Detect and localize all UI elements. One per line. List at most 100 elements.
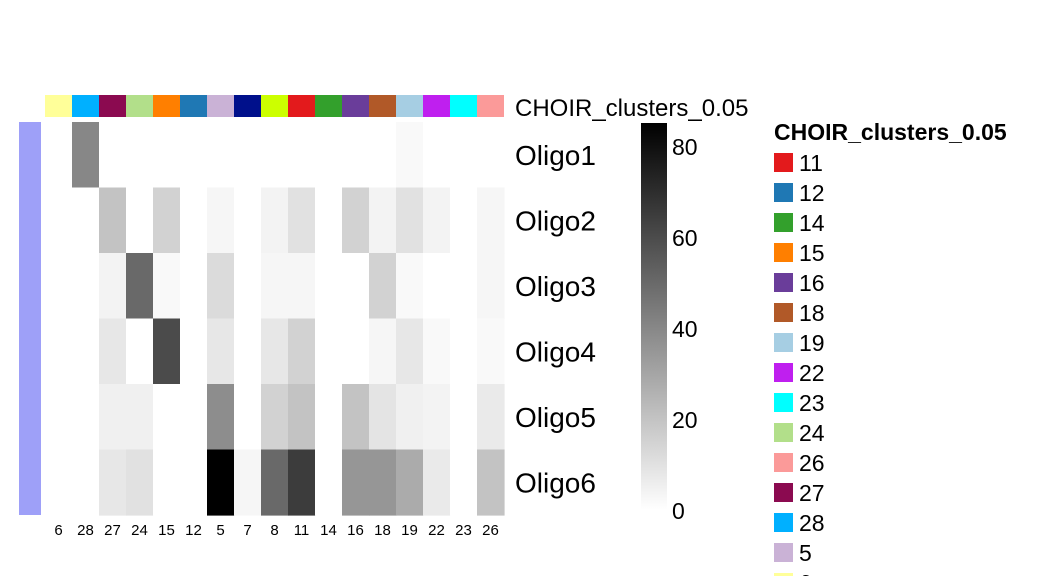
heatmap-cell: [261, 122, 289, 189]
heatmap-cell: [315, 253, 343, 320]
heatmap-cell: [315, 449, 343, 516]
legend-swatch: [774, 543, 793, 562]
legend-label: 15: [799, 240, 825, 266]
heatmap-cell: [450, 449, 478, 516]
legend-label: 11: [799, 150, 823, 176]
column-label: 6: [54, 522, 62, 539]
heatmap-cell: [450, 253, 478, 320]
heatmap-cell: [207, 122, 235, 189]
column-annotation-cell: [450, 95, 477, 117]
column-label: 15: [158, 522, 175, 539]
row-annotation-cell: [19, 122, 41, 515]
heatmap-cell: [261, 449, 289, 516]
row-annotation-bar: [19, 122, 41, 515]
heatmap-cell: [234, 384, 262, 451]
heatmap-cell: [396, 122, 424, 189]
column-annotation-cell: [261, 95, 288, 117]
heatmap-cell: [180, 449, 208, 516]
heatmap-cell: [45, 449, 73, 516]
heatmap-cell: [477, 384, 505, 451]
legend-label: 12: [799, 180, 825, 206]
heatmap-cell: [234, 253, 262, 320]
legend-swatch: [774, 183, 793, 202]
heatmap-cell: [126, 318, 154, 385]
heatmap-cell: [396, 449, 424, 516]
legend-swatch: [774, 303, 793, 322]
column-annotation-cell: [72, 95, 99, 117]
column-annotation-cell: [207, 95, 234, 117]
column-label: 7: [243, 522, 251, 539]
heatmap-cell: [423, 384, 451, 451]
heatmap-cell: [180, 384, 208, 451]
heatmap-cell: [126, 187, 154, 254]
column-label: 27: [104, 522, 121, 539]
heatmap-cell: [477, 449, 505, 516]
heatmap-cell: [369, 122, 397, 189]
heatmap-cell: [234, 187, 262, 254]
heatmap-cell: [396, 253, 424, 320]
heatmap-cell: [126, 253, 154, 320]
heatmap-cell: [45, 187, 73, 254]
heatmap-cell: [342, 318, 370, 385]
heatmap-cell: [234, 122, 262, 189]
colorbar-tick-label: 40: [672, 316, 698, 342]
heatmap-cell: [450, 122, 478, 189]
column-label: 22: [428, 522, 445, 539]
heatmap-cell: [288, 384, 316, 451]
heatmap-cell: [72, 122, 100, 189]
legend-swatch: [774, 393, 793, 412]
heatmap-cell: [369, 384, 397, 451]
column-annotation-title: CHOIR_clusters_0.05: [515, 95, 748, 122]
heatmap-cell: [207, 253, 235, 320]
column-label: 24: [131, 522, 148, 539]
colorbar-tick-label: 0: [672, 498, 685, 524]
row-label: Oligo2: [515, 205, 596, 236]
column-label: 5: [216, 522, 224, 539]
heatmap-cell: [153, 253, 181, 320]
heatmap-cell: [99, 122, 127, 189]
heatmap-cell: [477, 187, 505, 254]
heatmap-cell: [315, 318, 343, 385]
heatmap-cell: [288, 449, 316, 516]
column-label: 19: [401, 522, 418, 539]
heatmap-cell: [45, 318, 73, 385]
heatmap-cell: [99, 318, 127, 385]
legend-swatch: [774, 153, 793, 172]
legend-label: 14: [799, 210, 825, 236]
column-label: 8: [270, 522, 278, 539]
legend-swatch: [774, 243, 793, 262]
legend-swatch: [774, 513, 793, 532]
column-annotation-cell: [288, 95, 315, 117]
row-label: Oligo4: [515, 336, 596, 367]
legend-swatch: [774, 483, 793, 502]
heatmap-cell: [72, 318, 100, 385]
row-label: Oligo3: [515, 271, 596, 302]
column-annotation-cell: [423, 95, 450, 117]
heatmap-cell: [315, 384, 343, 451]
heatmap-cell: [261, 384, 289, 451]
heatmap-cell: [207, 187, 235, 254]
column-annotation-cell: [342, 95, 369, 117]
heatmap-cell: [99, 187, 127, 254]
heatmap-cell: [45, 253, 73, 320]
heatmap-cell: [126, 449, 154, 516]
heatmap-cell: [99, 449, 127, 516]
legend-swatch: [774, 333, 793, 352]
row-label: Oligo1: [515, 140, 596, 171]
heatmap-cell: [261, 318, 289, 385]
heatmap-cell: [126, 122, 154, 189]
column-annotation-cell: [477, 95, 504, 117]
heatmap-cell: [207, 384, 235, 451]
heatmap-cell: [72, 253, 100, 320]
heatmap-cell: [396, 384, 424, 451]
heatmap-cell: [342, 384, 370, 451]
legend-label: 5: [799, 540, 812, 566]
legend-swatch: [774, 423, 793, 442]
heatmap-cell: [207, 449, 235, 516]
heatmap-cell: [477, 122, 505, 189]
heatmap-cell: [288, 187, 316, 254]
legend-label: 16: [799, 270, 825, 296]
heatmap-cell: [45, 122, 73, 189]
heatmap-cell: [207, 318, 235, 385]
